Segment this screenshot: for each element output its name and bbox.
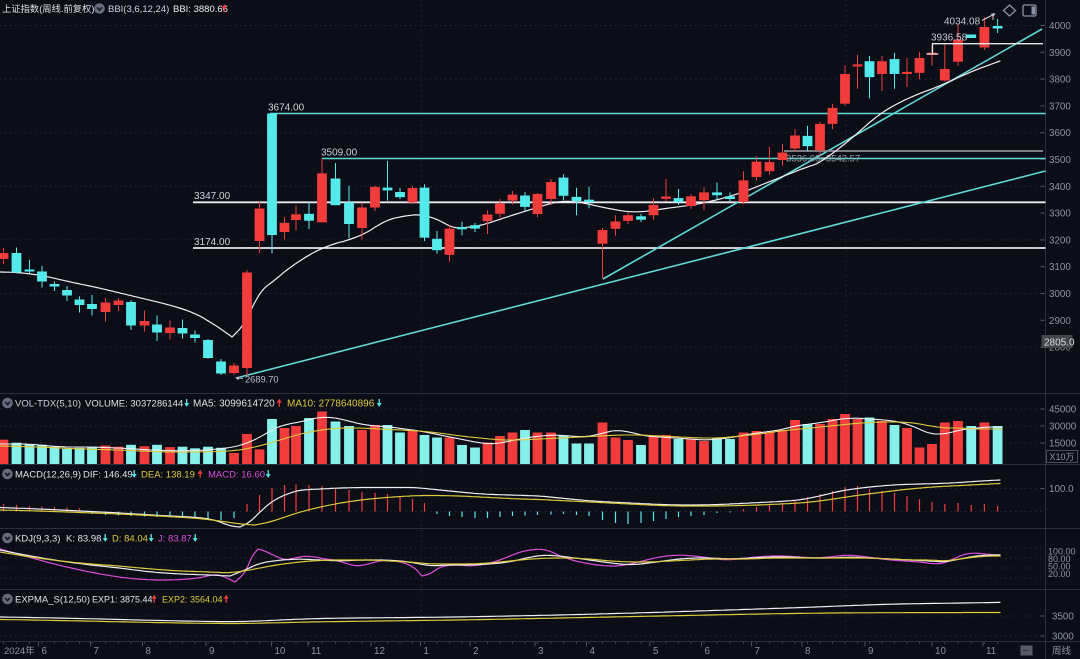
svg-text:3100: 3100 bbox=[1049, 262, 1071, 273]
svg-text:4034.08: 4034.08 bbox=[944, 17, 981, 28]
svg-text:D: 84.04: D: 84.04 bbox=[112, 534, 148, 545]
svg-text:3500: 3500 bbox=[1049, 155, 1071, 166]
svg-text:MACD(12,26,9): MACD(12,26,9) bbox=[15, 470, 81, 481]
svg-text:BBI: 3880.66: BBI: 3880.66 bbox=[173, 4, 228, 15]
svg-text:1: 1 bbox=[424, 646, 429, 657]
svg-text:MA5: 3099614720: MA5: 3099614720 bbox=[193, 399, 275, 410]
svg-text:2900: 2900 bbox=[1049, 316, 1071, 327]
svg-text:11: 11 bbox=[311, 646, 321, 657]
svg-text:3900: 3900 bbox=[1049, 48, 1071, 59]
svg-text:BBI(3,6,12,24): BBI(3,6,12,24) bbox=[108, 4, 169, 15]
svg-text:MA10: 2778640896: MA10: 2778640896 bbox=[287, 399, 375, 410]
svg-text:3700: 3700 bbox=[1049, 101, 1071, 112]
svg-text:11: 11 bbox=[986, 646, 996, 657]
svg-text:3: 3 bbox=[538, 646, 544, 657]
svg-text:VOL-TDX(5,10): VOL-TDX(5,10) bbox=[15, 399, 81, 410]
svg-text:10: 10 bbox=[275, 646, 286, 657]
svg-text:7: 7 bbox=[755, 646, 760, 657]
svg-text:6: 6 bbox=[705, 646, 711, 657]
svg-text:3300: 3300 bbox=[1049, 209, 1071, 220]
svg-text:3400: 3400 bbox=[1049, 182, 1071, 193]
svg-text:3000: 3000 bbox=[1049, 289, 1071, 300]
svg-text:3347.00: 3347.00 bbox=[194, 191, 231, 202]
svg-text:3509.00: 3509.00 bbox=[321, 148, 358, 159]
svg-text:80.00: 80.00 bbox=[1048, 554, 1071, 564]
svg-text:3800: 3800 bbox=[1049, 75, 1071, 86]
svg-text:3174.00: 3174.00 bbox=[194, 237, 231, 248]
svg-text:MACD: 16.60: MACD: 16.60 bbox=[208, 470, 265, 481]
svg-text:--: -- bbox=[1023, 645, 1029, 655]
svg-text:3500: 3500 bbox=[1052, 612, 1074, 623]
svg-text:3200: 3200 bbox=[1049, 235, 1071, 246]
svg-text:2800: 2800 bbox=[1049, 343, 1071, 354]
svg-text:2024年: 2024年 bbox=[4, 645, 35, 657]
svg-text:上证指数(周线.前复权): 上证指数(周线.前复权) bbox=[2, 3, 94, 14]
svg-text:4000: 4000 bbox=[1049, 21, 1071, 32]
svg-text:7: 7 bbox=[94, 646, 99, 657]
svg-text:9: 9 bbox=[209, 646, 214, 657]
svg-text:3674.00: 3674.00 bbox=[268, 103, 305, 114]
svg-text:2805.0: 2805.0 bbox=[1044, 338, 1075, 349]
svg-text:周线: 周线 bbox=[1052, 645, 1072, 657]
svg-text:K: 83.98: K: 83.98 bbox=[66, 534, 101, 545]
svg-text:J: 83.87: J: 83.87 bbox=[158, 534, 192, 545]
svg-text:12: 12 bbox=[374, 646, 385, 657]
svg-text:45000: 45000 bbox=[1049, 405, 1077, 416]
svg-text:30000: 30000 bbox=[1049, 422, 1077, 433]
svg-text:2689.70: 2689.70 bbox=[245, 375, 279, 385]
svg-text:50.00: 50.00 bbox=[1048, 562, 1071, 572]
svg-text:4: 4 bbox=[590, 646, 596, 657]
svg-text:100.0: 100.0 bbox=[1049, 484, 1074, 495]
svg-text:3936.58: 3936.58 bbox=[931, 33, 968, 44]
svg-text:EXP1: 3875.44: EXP1: 3875.44 bbox=[92, 595, 153, 605]
svg-text:9: 9 bbox=[868, 646, 873, 657]
svg-text:2: 2 bbox=[473, 646, 478, 657]
svg-text:8: 8 bbox=[805, 646, 811, 657]
svg-text:VOLUME: 3037286144: VOLUME: 3037286144 bbox=[85, 399, 183, 410]
svg-text:15000: 15000 bbox=[1049, 439, 1077, 450]
svg-text:EXP2: 3564.04: EXP2: 3564.04 bbox=[162, 595, 223, 605]
svg-text:20.00: 20.00 bbox=[1048, 569, 1071, 579]
svg-text:DEA: 138.19: DEA: 138.19 bbox=[141, 470, 195, 481]
svg-text:3600: 3600 bbox=[1049, 128, 1071, 139]
svg-text:3000: 3000 bbox=[1052, 632, 1074, 643]
svg-text:5: 5 bbox=[653, 646, 659, 657]
svg-text:KDJ(9,3,3): KDJ(9,3,3) bbox=[15, 534, 60, 545]
svg-text:8: 8 bbox=[146, 646, 152, 657]
svg-text:100.00: 100.00 bbox=[1048, 547, 1076, 557]
svg-text:X10万: X10万 bbox=[1050, 452, 1075, 462]
svg-text:DIF: 146.49: DIF: 146.49 bbox=[83, 470, 133, 481]
svg-text:6: 6 bbox=[42, 646, 48, 657]
svg-text:EXPMA_S(12,50): EXPMA_S(12,50) bbox=[15, 595, 90, 606]
svg-text:10: 10 bbox=[935, 646, 946, 657]
svg-text:3536.08=3542.57: 3536.08=3542.57 bbox=[786, 154, 860, 165]
